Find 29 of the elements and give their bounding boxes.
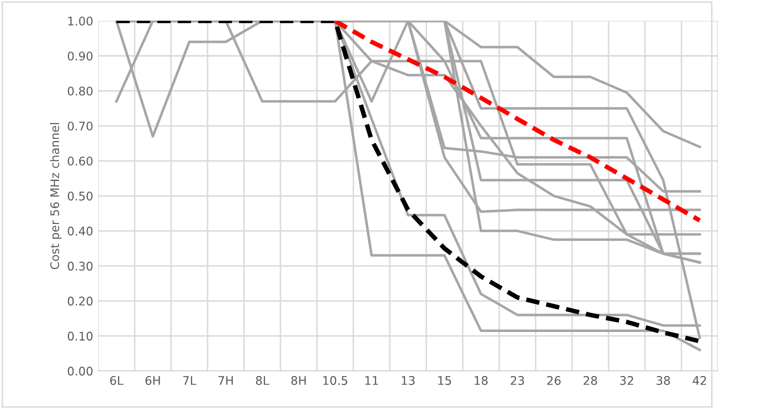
- y-tick-label: 0.30: [68, 262, 93, 271]
- y-axis-title: Cost per 56 MHz channel: [50, 123, 62, 270]
- x-tick-label: 8H: [291, 376, 306, 385]
- x-tick-label: 7H: [218, 376, 233, 385]
- y-tick-label: 0.50: [68, 192, 93, 201]
- x-tick-label: 7L: [183, 376, 196, 385]
- y-tick-label: 0.80: [68, 86, 93, 96]
- x-tick-label: 28: [584, 376, 598, 385]
- y-tick-label: 0.40: [68, 226, 93, 236]
- x-tick-label: 26: [547, 376, 561, 385]
- y-tick-label: 0.00: [68, 366, 93, 376]
- x-tick-label: 32: [620, 376, 634, 385]
- y-tick-label: 0.90: [68, 52, 93, 61]
- x-tick-label: 23: [510, 376, 524, 385]
- x-tick-label: 8L: [256, 376, 270, 385]
- y-tick-label: 1.00: [68, 16, 93, 26]
- x-tick-label: 10.5: [323, 376, 348, 385]
- x-tick-label: 38: [656, 376, 670, 385]
- y-tick-label: 0.10: [68, 332, 93, 341]
- x-tick-label: 6H: [145, 376, 160, 385]
- x-tick-label: 6L: [110, 376, 124, 385]
- y-tick-label: 0.70: [68, 122, 93, 131]
- x-tick-label: 11: [365, 376, 378, 385]
- y-tick-label: 0.20: [68, 296, 93, 306]
- x-tick-label: 42: [692, 376, 706, 385]
- y-tick-label: 0.60: [68, 156, 93, 166]
- x-tick-label: 15: [438, 376, 451, 385]
- x-tick-label: 13: [402, 376, 415, 385]
- x-tick-label: 18: [474, 376, 488, 385]
